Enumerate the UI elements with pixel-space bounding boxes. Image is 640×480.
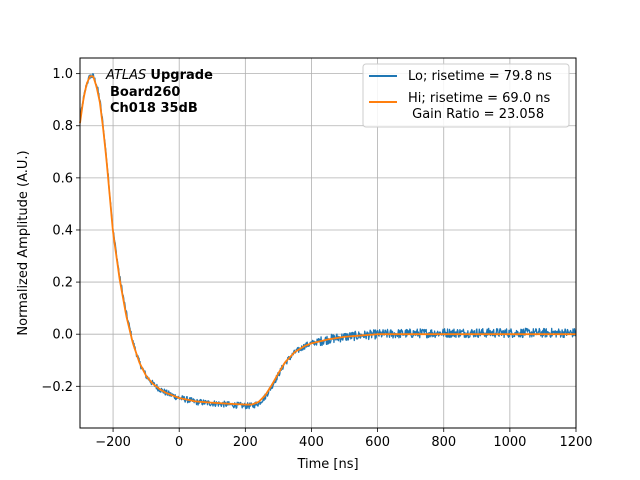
- plot-frame: [79, 57, 577, 429]
- x-tick-label: 0: [175, 435, 183, 450]
- y-tick-label: 1.0: [52, 67, 73, 82]
- legend: Lo; risetime = 79.8 ns Hi; risetime = 69…: [362, 63, 570, 128]
- x-tick-label: 800: [431, 435, 456, 450]
- legend-entry-lo: Lo; risetime = 79.8 ns: [408, 69, 552, 84]
- x-tick-label: 1200: [559, 435, 592, 450]
- atlas-annotation: ATLAS Upgrade Board260 Ch018 35dB: [105, 68, 213, 116]
- series-hi-line: [79, 75, 576, 406]
- y-tick-label: 0.8: [52, 119, 73, 134]
- x-tick-label: −200: [95, 435, 131, 450]
- x-tick-label: 200: [233, 435, 258, 450]
- series-layer: [79, 72, 577, 410]
- x-tick-label: 600: [365, 435, 390, 450]
- y-tick-label: 0.0: [52, 328, 73, 343]
- annotation-bold: Upgrade: [150, 68, 213, 83]
- y-tick-label: −0.2: [41, 380, 73, 395]
- annotation-board: Board260: [110, 85, 180, 100]
- legend-entry-hi: Hi; risetime = 69.0 ns Gain Ratio = 23.0…: [408, 91, 550, 122]
- ticks: −200 0 200 400 600 800 1000 1200 −0.2 0.0 0.2 0.4 0.…: [41, 67, 592, 450]
- y-tick-label: 0.2: [52, 276, 73, 291]
- x-tick-label: 1000: [493, 435, 526, 450]
- y-tick-label: 0.4: [52, 223, 73, 238]
- legend-frame: [362, 63, 570, 128]
- annotation-italic: ATLAS: [105, 68, 146, 83]
- y-axis-label: Normalized Amplitude (A.U.): [16, 150, 31, 335]
- x-axis-label: Time [ns]: [296, 457, 358, 472]
- x-tick-label: 400: [299, 435, 324, 450]
- svg-text:ATLAS Upgrade: ATLAS Upgrade: [105, 68, 213, 83]
- annotation-channel: Ch018 35dB: [110, 101, 198, 116]
- y-tick-label: 0.6: [52, 171, 73, 186]
